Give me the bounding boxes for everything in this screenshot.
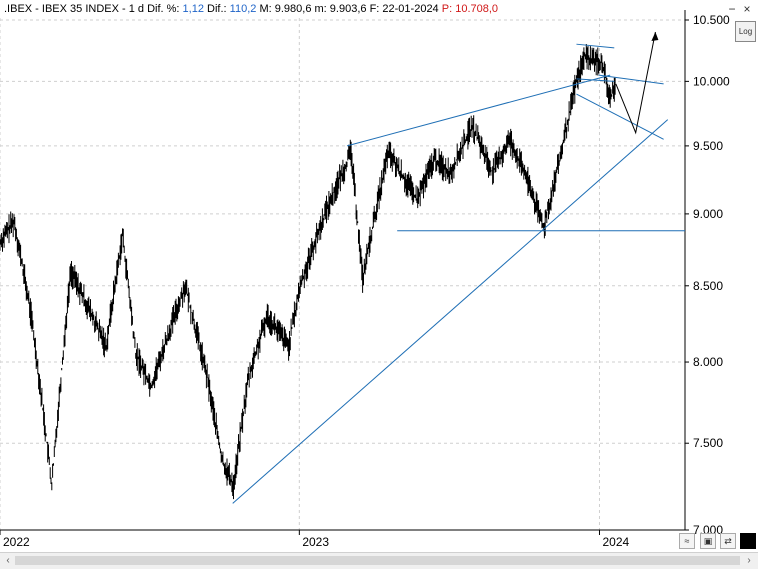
scroll-left-icon[interactable]: ‹ (6, 555, 10, 566)
y-tick-label: 10.000 (693, 74, 730, 88)
arrowhead-icon (651, 32, 659, 42)
color-swatch-icon[interactable] (740, 533, 756, 549)
max-label: M: (259, 3, 272, 15)
projection-channel-line (598, 74, 664, 85)
scroll-chart-icon[interactable]: ≈ (679, 533, 695, 549)
x-tick-label: 2023 (302, 535, 329, 549)
dif-value: 110,2 (229, 3, 257, 15)
max-value: 9.980,6 (274, 3, 312, 15)
projection-path-arrow (615, 31, 656, 135)
wedge-lower-line (576, 78, 615, 82)
dif-pct-value: 1,12 (182, 3, 204, 15)
price-series-bars (0, 44, 616, 500)
x-tick-label: 2022 (3, 535, 30, 549)
date-label: F: (369, 3, 380, 15)
y-tick-label: 9.000 (693, 207, 723, 221)
dif-label: Dif.: (207, 3, 227, 15)
close-icon[interactable]: × (743, 2, 751, 16)
x-tick-label: 2024 (602, 535, 629, 549)
support-trendline (232, 119, 669, 504)
log-scale-button[interactable]: Log (735, 21, 756, 42)
interval-label: 1 d (128, 3, 145, 15)
save-icon[interactable]: ▣ (700, 533, 716, 549)
upper-trendline (346, 74, 611, 147)
min-label: m: (314, 3, 327, 15)
y-tick-label: 8.500 (693, 279, 723, 293)
scroll-right-icon[interactable]: › (747, 555, 751, 566)
price-label: P: (441, 3, 453, 15)
y-tick-label: 10.500 (693, 13, 730, 27)
info-bar: .IBEX - IBEX 35 INDEX - 1 d Dif. %: 1,12… (4, 2, 503, 17)
price-value: 10.708,0 (455, 3, 499, 15)
y-tick-label: 9.500 (693, 139, 723, 153)
projection-channel-line (576, 93, 664, 140)
settings-icon[interactable]: ⇄ (720, 533, 736, 549)
y-tick-label: 7.500 (693, 436, 723, 450)
symbol-name: .IBEX - IBEX 35 INDEX - (4, 3, 126, 15)
dif-pct-label: Dif. %: (147, 3, 180, 15)
scrollbar-thumb[interactable] (15, 556, 740, 565)
date-value: 22-01-2024 (382, 3, 439, 15)
wedge-upper-line (576, 43, 615, 49)
horizontal-scrollbar[interactable]: ‹ › (0, 552, 758, 569)
minimize-icon[interactable]: − (728, 2, 736, 16)
y-tick-label: 8.000 (693, 355, 723, 369)
min-value: 9.903,6 (329, 3, 367, 15)
